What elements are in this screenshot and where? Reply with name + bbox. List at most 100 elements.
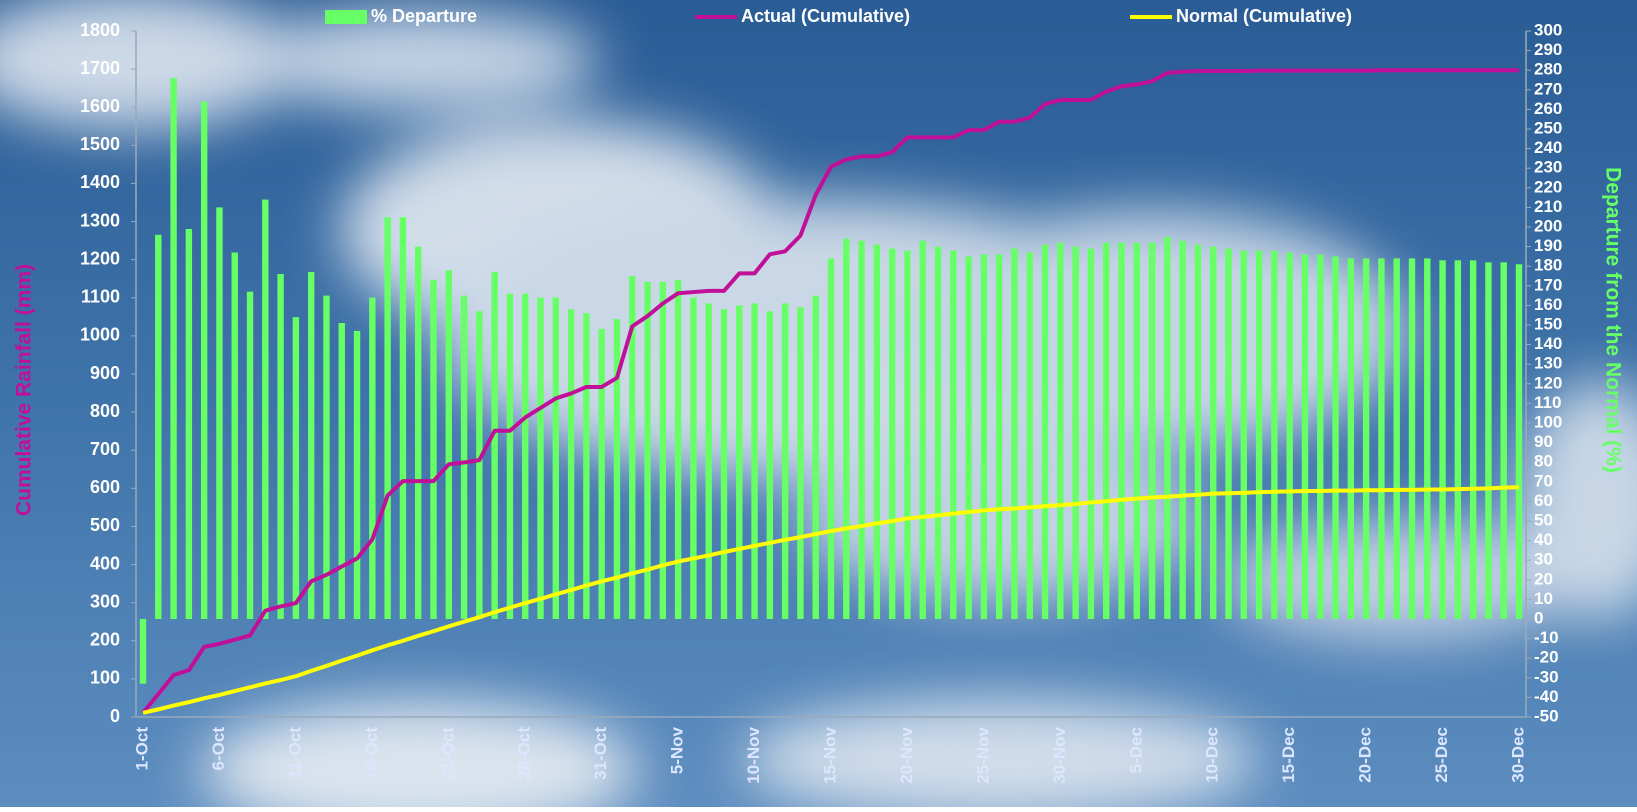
y2-tick-label: 10 [1534,589,1553,608]
legend-label: % Departure [371,6,477,26]
bar [1042,245,1048,619]
y-tick-label: 1400 [80,172,120,192]
y2-tick-label: 210 [1534,197,1562,216]
bar [920,241,926,619]
y-tick-label: 1000 [80,325,120,345]
x-tick-label: 10-Nov [744,726,763,783]
y2-tick-label: 100 [1534,412,1562,431]
bar [828,258,834,619]
bar [1027,252,1033,619]
x-tick-label: 30-Dec [1508,727,1527,783]
legend-label: Actual (Cumulative) [741,6,910,26]
bar [1241,251,1247,619]
bar [996,254,1002,619]
bar [1516,264,1522,619]
y-tick-label: 700 [90,439,120,459]
bar [1424,258,1430,619]
legend-swatch [325,10,367,24]
bar [904,251,910,619]
y2-tick-label: 50 [1534,510,1553,529]
bar [1363,258,1369,619]
y-tick-label: 1800 [80,20,120,40]
bar [797,307,803,619]
y-tick-label: 400 [90,553,120,573]
y-tick-label: 500 [90,515,120,535]
y-tick-label: 0 [110,706,120,726]
bar [1455,260,1461,619]
bar [522,294,528,619]
bar [1485,262,1491,619]
y2-tick-label: 80 [1534,452,1553,471]
y2-tick-label: 30 [1534,550,1553,569]
y2-tick-label: -10 [1534,628,1559,647]
bar [981,254,987,619]
bar [507,294,513,619]
y-tick-label: 1100 [81,287,120,307]
y2-tick-label: 290 [1534,40,1562,59]
bar [308,272,314,619]
bar [1118,243,1124,619]
y2-axis-title: Departure from the Normal (%) [1601,167,1624,473]
bar [1317,254,1323,619]
bar [568,309,574,619]
bar [705,303,711,619]
bar [583,313,589,619]
x-tick-label: 1-Oct [132,727,151,771]
y2-tick-label: -50 [1534,706,1559,725]
bar [1378,258,1384,619]
bar [140,619,146,684]
x-tick-label: 5-Dec [1126,727,1145,773]
y2-tick-label: 250 [1534,118,1562,137]
bar [813,296,819,619]
bar [1179,241,1185,619]
y2-tick-label: -30 [1534,667,1559,686]
y-tick-label: 300 [90,591,120,611]
bar [415,247,421,619]
bar [1439,260,1445,619]
y2-tick-label: 0 [1534,608,1543,627]
bar [690,298,696,619]
bar [1011,249,1017,619]
bar [537,298,543,619]
y2-tick-label: 20 [1534,569,1553,588]
bar [247,292,253,619]
y2-tick-label: 260 [1534,99,1562,118]
y2-tick-label: 60 [1534,491,1553,510]
y-tick-label: 800 [90,401,120,421]
bar [446,270,452,619]
y2-tick-label: 170 [1534,275,1562,294]
bar [1501,262,1507,619]
page: Cumulative Rainfall (mm) Departure from … [0,0,1637,812]
x-tick-label: 5-Nov [668,726,687,774]
bar [1164,237,1170,619]
y2-tick-label: -20 [1534,648,1559,667]
x-tick-label: 6-Oct [209,727,228,771]
x-tick-label: 15-Dec [1279,727,1298,783]
y2-tick-label: 190 [1534,236,1562,255]
bar [1088,249,1094,619]
bar [1103,243,1109,619]
y-tick-label: 600 [90,477,120,497]
y-tick-label: 1700 [80,58,120,78]
bar [1393,258,1399,619]
bar [339,323,345,619]
bar [1149,243,1155,619]
bar [1286,252,1292,619]
bar [889,249,895,619]
bar [950,251,956,619]
bar [1348,258,1354,619]
bar [1195,245,1201,619]
bar [553,298,559,619]
y-tick-label: 100 [90,668,120,688]
y2-tick-label: 220 [1534,177,1562,196]
y2-tick-label: 240 [1534,138,1562,157]
x-tick-label: 20-Dec [1356,727,1375,783]
bar [186,229,192,619]
y2-tick-label: 90 [1534,432,1553,451]
y2-tick-label: 270 [1534,79,1562,98]
bar [262,200,268,619]
bar [201,102,207,619]
legend-label: Normal (Cumulative) [1176,6,1352,26]
y2-tick-label: 120 [1534,373,1562,392]
bar [1409,258,1415,619]
